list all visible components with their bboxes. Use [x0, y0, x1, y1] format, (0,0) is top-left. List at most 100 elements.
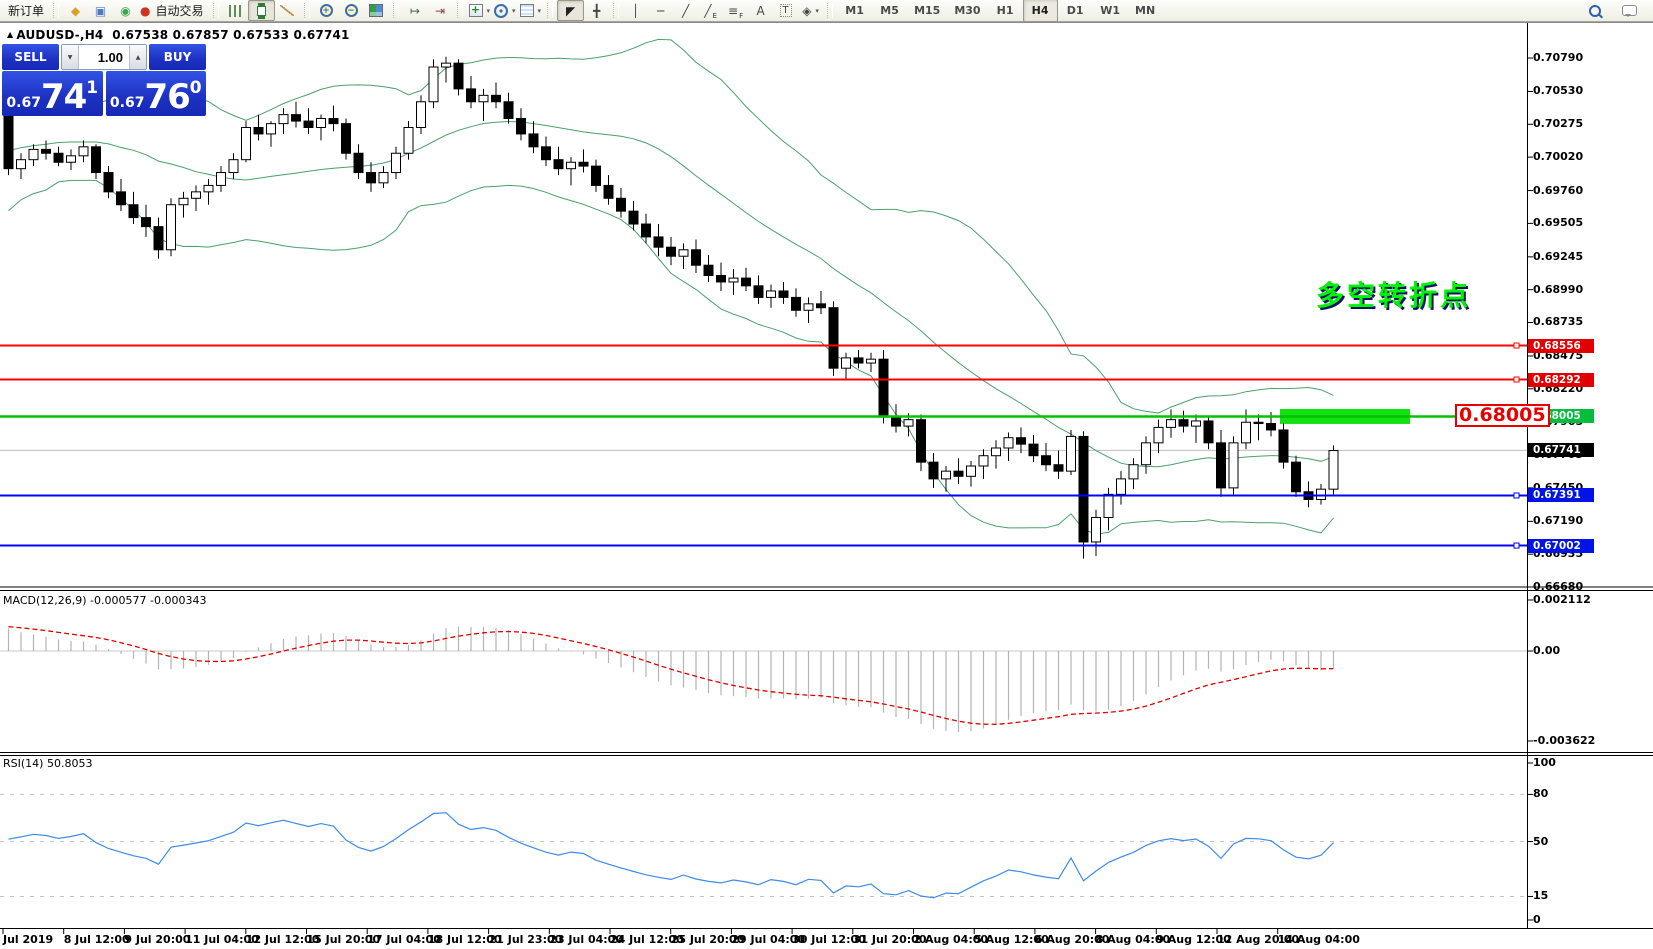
bear-candle[interactable] — [341, 123, 351, 154]
bull-candle[interactable] — [1328, 450, 1339, 490]
bear-candle[interactable] — [878, 358, 889, 418]
bull-candle[interactable] — [378, 172, 389, 184]
tf-mn-button[interactable]: MN — [1128, 0, 1163, 22]
bull-candle[interactable] — [1003, 437, 1014, 449]
bull-candle[interactable] — [1103, 493, 1114, 518]
bear-candle[interactable] — [628, 210, 639, 225]
bull-candle[interactable] — [66, 155, 76, 163]
bear-candle[interactable] — [153, 226, 164, 251]
tf-h1-button[interactable]: H1 — [988, 0, 1023, 22]
periods-dropdown-arrow[interactable]: ▾ — [512, 6, 516, 15]
bear-candle[interactable] — [466, 88, 476, 103]
text-icon[interactable]: A — [748, 1, 773, 20]
bear-candle[interactable] — [666, 246, 676, 257]
periods-icon[interactable]: ▾ — [492, 1, 518, 20]
bear-candle[interactable] — [1028, 443, 1039, 457]
bull-candle[interactable] — [1116, 478, 1126, 495]
templates-dropdown-arrow[interactable]: ▾ — [537, 6, 542, 15]
bear-candle[interactable] — [128, 204, 139, 219]
bear-candle[interactable] — [303, 120, 314, 129]
bear-candle[interactable] — [103, 172, 114, 193]
bear-candle[interactable] — [553, 159, 564, 170]
bull-candle[interactable] — [566, 161, 576, 170]
bull-candle[interactable] — [1241, 421, 1251, 444]
bear-candle[interactable] — [91, 146, 101, 174]
text-label-icon[interactable]: T — [773, 1, 798, 20]
bear-candle[interactable] — [828, 307, 839, 369]
bear-candle[interactable] — [578, 161, 589, 167]
auto-scroll-icon[interactable]: ↦ — [403, 1, 428, 20]
bear-candle[interactable] — [853, 357, 864, 364]
chat-icon[interactable] — [1617, 1, 1642, 20]
bull-candle[interactable] — [866, 358, 876, 364]
bear-candle[interactable] — [1041, 455, 1051, 466]
bull-candle[interactable] — [416, 101, 426, 129]
sell-price-button[interactable]: 0.67 74 1 — [2, 71, 103, 116]
bull-candle[interactable] — [1316, 488, 1326, 500]
bull-candle[interactable] — [166, 204, 176, 251]
bull-candle[interactable] — [478, 94, 489, 103]
bear-candle[interactable] — [691, 249, 701, 266]
autotrading-icon[interactable]: ● 自动交易 — [138, 1, 209, 20]
bear-candle[interactable] — [891, 416, 901, 427]
search-icon[interactable] — [1582, 1, 1607, 20]
bear-candle[interactable] — [516, 117, 526, 135]
bull-candle[interactable] — [78, 146, 89, 157]
bear-candle[interactable] — [253, 127, 264, 135]
sell-button[interactable]: SELL — [2, 44, 59, 70]
bear-candle[interactable] — [528, 133, 539, 148]
bear-candle[interactable] — [716, 275, 726, 283]
bull-candle[interactable] — [228, 159, 239, 174]
bull-candle[interactable] — [16, 159, 26, 170]
bar-chart-icon[interactable] — [223, 1, 248, 20]
bull-candle[interactable] — [941, 470, 951, 480]
bull-candle[interactable] — [1228, 442, 1239, 489]
bull-candle[interactable] — [391, 152, 401, 174]
bull-candle[interactable] — [28, 148, 39, 161]
line-chart-icon[interactable] — [275, 1, 300, 20]
tf-d1-button[interactable]: D1 — [1058, 0, 1093, 22]
bear-candle[interactable] — [1216, 442, 1226, 489]
bull-candle[interactable] — [1091, 516, 1101, 543]
bull-candle[interactable] — [1153, 426, 1164, 444]
bull-candle[interactable] — [216, 172, 226, 186]
bear-candle[interactable] — [641, 223, 651, 238]
bear-candle[interactable] — [1053, 464, 1064, 472]
bull-candle[interactable] — [678, 249, 689, 257]
bear-candle[interactable] — [1278, 429, 1289, 463]
trumpet-icon[interactable]: ◆ — [63, 1, 88, 20]
fibonacci-icon[interactable]: ≡ F — [723, 1, 748, 21]
chart-shift-icon[interactable]: ⇥ — [428, 1, 453, 20]
indicators-dropdown-arrow[interactable]: ▾ — [486, 6, 491, 15]
bear-candle[interactable] — [778, 290, 789, 298]
bull-candle[interactable] — [1141, 442, 1151, 466]
bear-candle[interactable] — [616, 197, 626, 212]
bear-candle[interactable] — [453, 62, 464, 90]
bull-candle[interactable] — [966, 465, 976, 477]
bear-candle[interactable] — [491, 94, 501, 103]
bull-candle[interactable] — [1191, 420, 1201, 427]
bull-candle[interactable] — [241, 127, 251, 161]
bear-candle[interactable] — [741, 277, 751, 287]
bear-candle[interactable] — [791, 296, 801, 311]
bear-candle[interactable] — [928, 461, 939, 480]
bear-candle[interactable] — [703, 264, 714, 277]
bear-candle[interactable] — [816, 303, 826, 309]
bull-candle[interactable] — [191, 191, 201, 199]
zoom-in-icon[interactable]: + — [314, 1, 339, 20]
tf-m5-button[interactable]: M5 — [872, 0, 907, 22]
bull-candle[interactable] — [316, 117, 326, 129]
bull-candle[interactable] — [441, 62, 451, 68]
bull-candle[interactable] — [403, 127, 414, 154]
shapes-dropdown-arrow[interactable]: ▾ — [815, 6, 819, 15]
bear-candle[interactable] — [353, 152, 364, 174]
bear-candle[interactable] — [1203, 420, 1214, 444]
bear-candle[interactable] — [116, 191, 126, 206]
tf-w1-button[interactable]: W1 — [1093, 0, 1128, 22]
bear-candle[interactable] — [53, 152, 64, 163]
bear-candle[interactable] — [603, 184, 614, 199]
candlestick-chart-icon[interactable] — [247, 0, 275, 21]
bull-candle[interactable] — [266, 123, 276, 135]
indicators-icon[interactable]: + ▾ — [467, 1, 493, 20]
horizontal-line-icon[interactable]: ─ — [648, 1, 673, 20]
